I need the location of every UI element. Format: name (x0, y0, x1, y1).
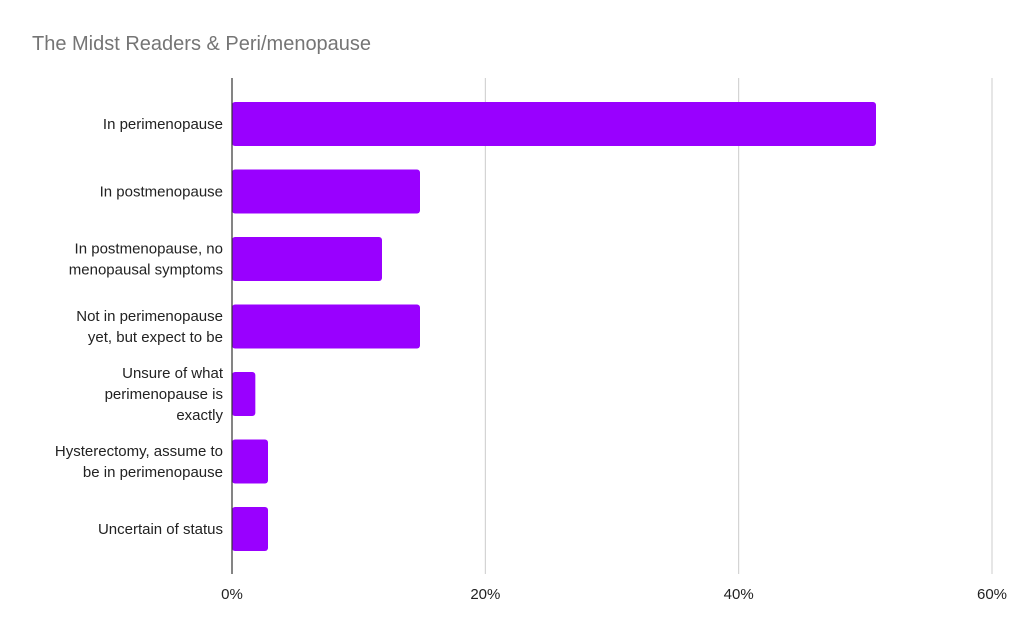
category-labels: In perimenopause In postmenopause In postm… (55, 116, 224, 538)
bar-1 (232, 102, 876, 146)
category-label-5: Unsure of what perimenopause is exactly (105, 365, 224, 424)
category-label-4: Not in perimenopause yet, but expect to b… (76, 308, 223, 346)
x-tick-label-20pct: 20% (470, 586, 500, 603)
bar-3 (232, 237, 382, 281)
bars (232, 102, 876, 551)
category-label-1: In perimenopause (103, 116, 223, 133)
x-tick-label-0pct: 0% (221, 586, 243, 603)
category-label-3: In postmenopause, no menopausal symptoms (69, 241, 223, 279)
category-label-6: Hysterectomy, assume to be in perimenopau… (55, 443, 223, 481)
bar-7 (232, 507, 268, 551)
x-tick-label-60pct: 60% (977, 586, 1007, 603)
category-label-7: Uncertain of status (98, 521, 223, 538)
x-tick-label-40pct: 40% (724, 586, 754, 603)
x-tick-labels: 0% 20% 40% 60% (221, 586, 1007, 603)
bar-4 (232, 304, 420, 349)
chart-title: The Midst Readers & Peri/menopause (32, 33, 372, 55)
bar-5 (232, 372, 256, 416)
bar-2 (232, 169, 420, 214)
grid-lines (484, 78, 993, 574)
bar-6 (232, 439, 268, 484)
category-label-2: In postmenopause (100, 184, 223, 201)
